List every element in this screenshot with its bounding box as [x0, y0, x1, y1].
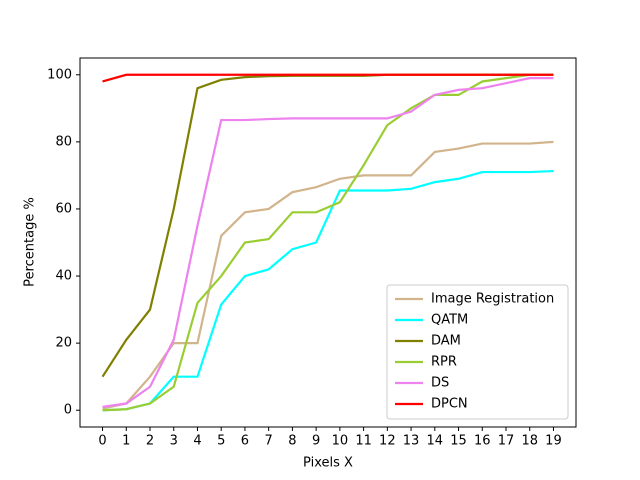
data-line [102, 140, 554, 410]
x-tick-label: 8 [288, 434, 296, 449]
x-tick-label: 3 [170, 434, 178, 449]
x-tick-label: 1 [122, 434, 130, 449]
x-tick-label: 15 [450, 434, 467, 449]
y-tick-label: 0 [64, 403, 72, 418]
y-tick-label: 100 [47, 67, 72, 82]
x-tick-label: 17 [498, 434, 515, 449]
legend-label: DPCN [431, 397, 468, 412]
x-tick-label: 4 [193, 434, 201, 449]
x-tick-label: 2 [146, 434, 154, 449]
x-tick-label: 10 [332, 434, 349, 449]
legend-box [386, 284, 569, 420]
x-tick-label: 14 [427, 434, 444, 449]
y-axis-label: Percentage % [23, 197, 38, 287]
legend-label: QATM [431, 313, 468, 328]
plot-frame [79, 57, 577, 428]
x-tick-label: 19 [545, 434, 562, 449]
y-tick-label: 20 [55, 336, 72, 351]
x-tick-label: 9 [312, 434, 320, 449]
x-tick-label: 7 [265, 434, 273, 449]
x-tick-label: 12 [379, 434, 396, 449]
x-tick-label: 6 [241, 434, 249, 449]
data-line [102, 77, 554, 408]
x-tick-label: 0 [98, 434, 106, 449]
x-tick-label: 13 [403, 434, 420, 449]
data-line [102, 73, 554, 83]
x-tick-label: 11 [355, 434, 372, 449]
x-axis-label: Pixels X [303, 456, 353, 471]
y-tick-label: 40 [55, 269, 72, 284]
data-line [102, 73, 554, 412]
x-tick-label: 18 [521, 434, 538, 449]
legend: Image Registration QATM DAM RPR DS DPCN [386, 284, 569, 420]
legend-label: DS [431, 376, 449, 391]
x-tick-label: 5 [217, 434, 225, 449]
legend-label: Image Registration [431, 292, 554, 307]
legend-label: RPR [431, 355, 457, 370]
legend-label: DAM [431, 334, 461, 349]
y-tick-label: 80 [55, 134, 72, 149]
x-tick-label: 16 [474, 434, 491, 449]
y-tick-label: 60 [55, 201, 72, 216]
